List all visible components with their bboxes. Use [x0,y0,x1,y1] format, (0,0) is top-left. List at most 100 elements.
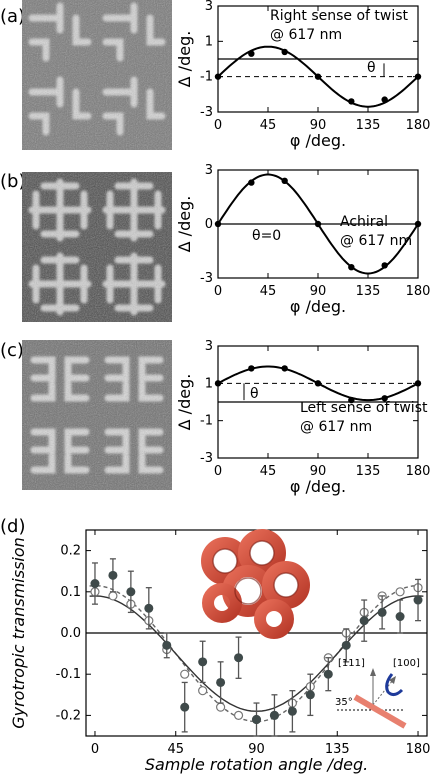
x-tick-label: 0 [91,742,99,757]
panel-label-d: (d) [0,516,25,537]
data-point [214,220,222,228]
annotation-text: @ 617 nm [300,419,372,435]
annotation-text: Right sense of twist [270,8,409,24]
filled-marker [341,640,351,650]
orientation-inset: [111] [100] 35° [335,658,420,729]
data-point [348,264,355,271]
annotation-text: Left sense of twist [300,400,428,416]
data-point [414,220,422,228]
y-tick-label: 3 [205,339,213,354]
data-point [248,50,255,57]
filled-marker [180,702,190,712]
x-tick-label: 180 [406,742,431,757]
y-axis-label: Δ /deg. [175,196,194,253]
y-tick-label: 0.1 [60,585,81,600]
x-tick-label: 135 [356,118,381,133]
filled-marker [323,669,333,679]
panel-label-a: (a) [0,6,25,27]
x-axis-label: φ /deg. [290,131,346,150]
x-tick-label: 90 [310,464,327,479]
x-tick-label: 45 [167,742,184,757]
data-point [381,262,388,269]
data-point [414,380,422,387]
micrograph-b [22,172,172,322]
open-marker [216,702,226,712]
x-tick-label: 180 [406,284,431,299]
y-tick-label: -3 [200,105,213,120]
filled-marker [126,587,136,597]
inset-angle: 35° [335,697,353,708]
y-tick-label: 1 [205,376,213,391]
filled-marker [234,653,244,663]
filled-marker [305,690,315,700]
data-point [314,73,322,80]
filled-marker [395,612,405,622]
filled-marker [144,603,154,613]
chart-3: 0 45 90 135 180 -0.2 -0.1 0.0 0.1 0.2 Sample rotat… [9,529,431,774]
x-tick-label: 180 [406,118,431,133]
data-point [314,220,322,228]
data-point [414,73,422,80]
x-tick-label: 90 [310,118,327,133]
y-axis-label: Δ /deg. [175,31,194,88]
chart-2: 0 45 90 135 180 -3 -1 1 3 φ /deg. Δ /deg. Left sens… [175,339,430,496]
micrograph-a [22,0,172,150]
data-point [348,396,355,404]
y-axis-label: Δ /deg. [175,374,194,431]
data-point [281,365,288,372]
x-tick-label: 135 [356,284,381,299]
y-tick-label: 1 [205,34,213,49]
y-tick-label: -0.2 [56,708,81,723]
y-tick-label: 0 [205,217,213,232]
panel-label-c: (c) [0,340,24,361]
fit-dashed [89,585,424,723]
x-tick-label: 90 [248,742,265,757]
open-marker [233,710,244,721]
x-tick-label: 135 [325,742,350,757]
x-axis-label: φ /deg. [290,297,346,316]
x-tick-label: 45 [260,464,277,479]
filled-marker [108,570,118,580]
micrograph-c [22,340,172,490]
y-tick-label: 0.2 [60,544,81,559]
data-point [214,380,222,387]
filled-marker [269,710,279,720]
chart-0: 0 45 90 135 180 -3 -1 1 3 φ /deg. Δ /deg. Right sen… [175,0,430,150]
theta-label: θ [250,386,259,402]
filled-marker [287,706,297,716]
data-point [248,179,255,186]
x-tick-label: 135 [356,464,381,479]
data-point [281,48,288,56]
lattice-illustration [201,529,310,639]
theta-label: θ=0 [252,228,281,244]
filled-marker [359,616,369,626]
x-axis-label: φ /deg. [290,477,346,496]
y-tick-label: 3 [205,163,213,178]
y-tick-label: -3 [200,271,213,286]
data-point [314,380,322,387]
filled-marker [377,607,387,617]
x-tick-label: 90 [310,284,327,299]
x-axis-label: Sample rotation angle /deg. [145,755,368,774]
x-tick-label: 0 [214,464,222,479]
y-tick-label: 0.0 [60,626,81,641]
filled-marker [90,579,100,589]
y-axis-label: Gyrotropic transmission [9,537,28,729]
x-tick-label: 45 [260,284,277,299]
filled-marker [216,677,226,687]
open-marker [395,587,405,597]
filled-marker [413,595,423,605]
panel-label-b: (b) [0,171,25,192]
data-point [248,365,255,372]
filled-marker [252,715,261,725]
data-point [381,395,388,402]
data-point [281,177,288,184]
x-tick-label: 45 [260,118,277,133]
annotation-text: @ 617 nm [340,233,412,249]
x-tick-label: 0 [214,284,222,299]
data-point [214,73,222,80]
y-tick-label: -3 [200,451,213,466]
y-tick-label: 3 [205,0,213,14]
